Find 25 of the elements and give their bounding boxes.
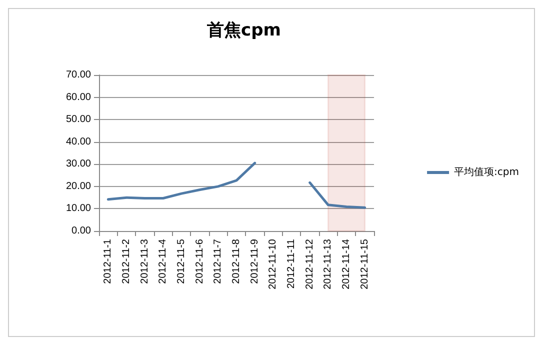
x-tick-label: 2012-11-12	[304, 238, 316, 290]
y-tick-label: 70.00	[66, 70, 92, 80]
x-tick-label: 2012-11-1	[102, 238, 114, 284]
x-tick-label: 2012-11-15	[359, 238, 370, 290]
y-tick-label: 50.00	[66, 114, 92, 126]
x-tick-label: 2012-11-6	[194, 238, 206, 284]
y-tick-label: 60.00	[66, 92, 92, 103]
y-tick-label: 10.00	[66, 203, 92, 214]
chart-title: 首焦cpm	[206, 20, 281, 40]
x-tick-label: 2012-11-10	[268, 238, 279, 290]
x-tick-label: 2012-11-3	[139, 238, 150, 284]
x-tick-label: 2012-11-2	[121, 238, 132, 284]
y-tick-label: 20.00	[66, 180, 92, 192]
x-tick-label: 2012-11-11	[286, 238, 297, 289]
x-tick-label: 2012-11-14	[341, 238, 352, 290]
x-tick-label: 2012-11-7	[212, 238, 224, 284]
y-tick-label: 30.00	[66, 158, 92, 170]
y-tick-label: 40.00	[66, 136, 92, 148]
legend-label: 平均值项:cpm	[454, 166, 520, 178]
x-tick-label: 2012-11-13	[322, 238, 334, 290]
x-tick-label: 2012-11-4	[158, 238, 169, 284]
y-tick-label: 0.00	[72, 226, 92, 236]
x-tick-label: 2012-11-9	[249, 238, 260, 284]
x-tick-label: 2012-11-5	[176, 238, 187, 284]
x-tick-label: 2012-11-8	[231, 238, 242, 284]
